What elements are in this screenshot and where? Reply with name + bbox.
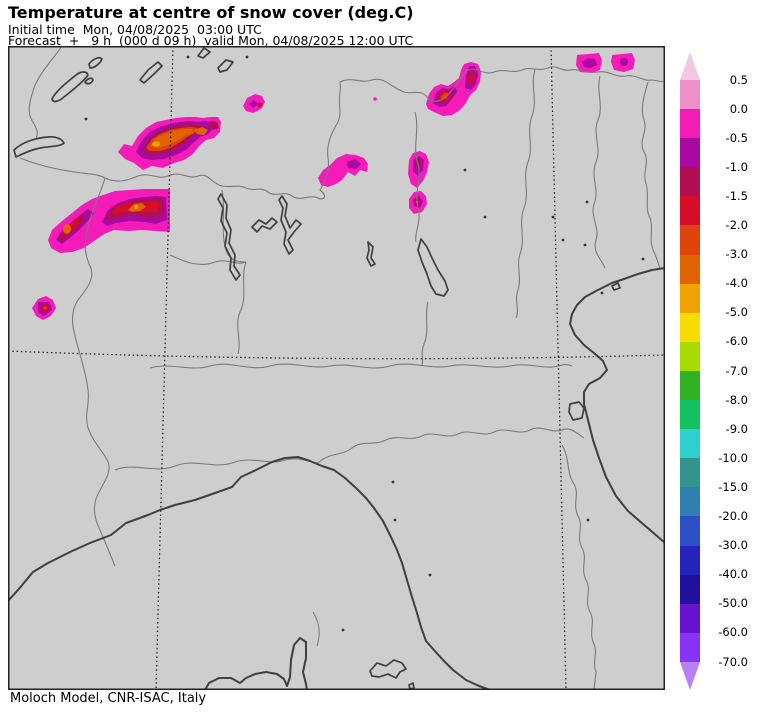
initial-time-label: Initial time Mon, 04/08/2025 03:00 UTC [8,22,262,37]
colorbar-band [680,341,700,371]
colorbar-band [680,574,700,604]
colorbar-tick-label: -5.0 [725,305,748,320]
colorbar-band [680,225,700,255]
colorbar-tick-label: -30.0 [718,538,748,553]
colorbar-tick-label: -1.5 [725,188,748,203]
colorbar-tick-label: -8.0 [725,392,748,407]
colorbar-tick-label: -3.0 [725,247,748,262]
colorbar-band [680,545,700,575]
colorbar-band [680,167,700,197]
graticule [8,46,665,690]
city-dots [84,55,645,632]
map-frame [8,46,665,690]
colorbar-band [680,80,700,110]
colorbar-band [680,429,700,459]
map-title: Temperature at centre of snow cover (deg… [8,3,414,22]
forecast-valid-label: Forecast + 9 h (000 d 09 h) valid Mon, 0… [8,33,414,48]
colorbar-tick-label: -1.0 [725,159,748,174]
colorbar-tick-label: 0.5 [729,72,748,87]
colorbar-tick-label: -9.0 [725,421,748,436]
colorbar-arrow-bottom [680,662,700,690]
colorbar-tick-label: -10.0 [718,450,748,465]
colorbar-tick-label: -70.0 [718,654,748,669]
colorbar-band [680,458,700,488]
colorbar-tick-label: -2.0 [725,218,748,232]
model-credit: Moloch Model, CNR-ISAC, Italy [10,691,207,706]
colorbar-band [680,603,700,633]
colorbar-tick-label: -4.0 [725,276,748,291]
colorbar-tick-label: 0.0 [729,101,748,116]
colorbar-band [680,632,700,662]
colorbar-band [680,370,700,401]
colorbar-bands [680,80,700,662]
coastlines [8,47,665,690]
map-background [8,46,665,690]
colorbar-tick-label: -50.0 [718,596,748,611]
colorbar-tick-label: -40.0 [718,567,748,582]
colorbar-band [680,487,700,517]
political-borders [19,46,665,690]
colorbar-band [680,283,700,313]
colorbar: 0.5 0.0 -0.5 -1.0 -1.5 -2.0 -3.0 -4.0 -5.0 -6.0 -7… [680,52,760,692]
colorbar-tick-label: -0.5 [725,130,748,145]
colorbar-band [680,312,700,342]
colorbar-tick-label: -20.0 [718,509,748,523]
colorbar-tick-label: -60.0 [718,625,748,640]
colorbar-arrow-top [680,52,700,80]
colorbar-band [680,196,700,226]
weather-map [8,46,665,690]
colorbar-tick-label: -15.0 [718,479,748,494]
colorbar-band [680,138,700,168]
colorbar-tick-label: -7.0 [725,363,748,378]
colorbar-band [680,516,700,546]
colorbar-band [680,109,700,139]
colorbar-band [680,400,700,430]
colorbar-tick-label: -6.0 [725,334,748,349]
colorbar-labels: 0.5 0.0 -0.5 -1.0 -1.5 -2.0 -3.0 -4.0 -5.0 -6.0 -7… [704,52,750,692]
colorbar-band [680,254,700,284]
